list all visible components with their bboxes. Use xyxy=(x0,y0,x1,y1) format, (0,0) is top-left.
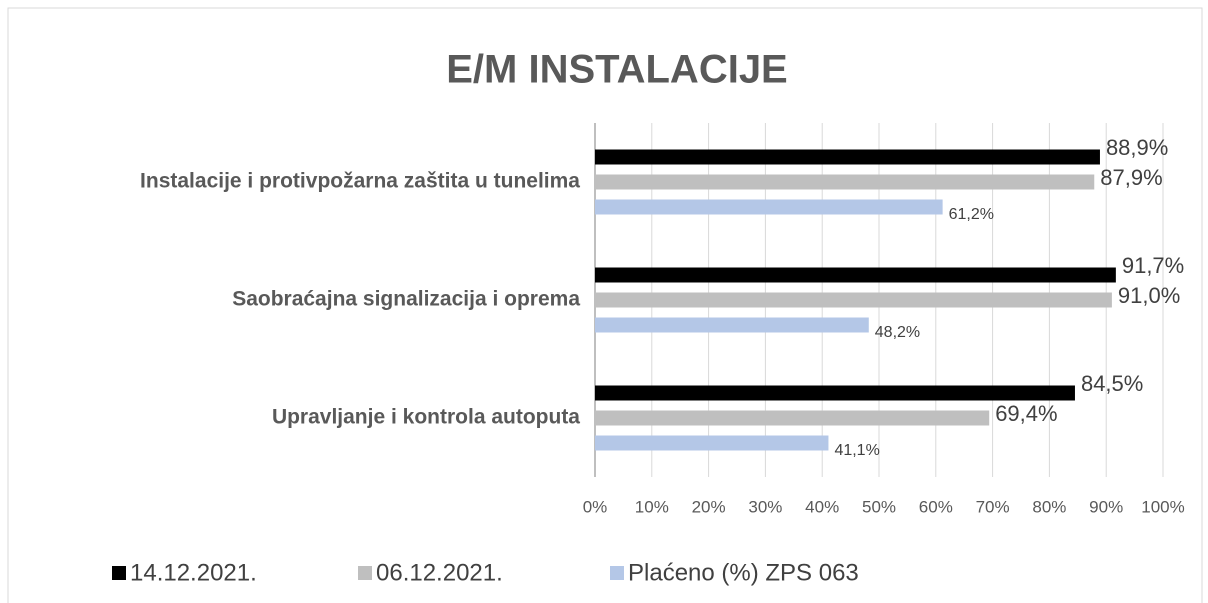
data-label: 61,2% xyxy=(949,206,994,223)
bar xyxy=(595,410,990,426)
bar xyxy=(595,435,829,451)
legend-label: 14.12.2021. xyxy=(130,559,257,586)
x-tick-label: 90% xyxy=(1089,497,1123,516)
x-tick-label: 70% xyxy=(976,497,1010,516)
category-label: Upravljanje i kontrola autoputa xyxy=(272,406,580,429)
bar xyxy=(595,385,1075,401)
x-tick-label: 30% xyxy=(748,497,782,516)
x-tick-label: 50% xyxy=(862,497,896,516)
legend-label: 06.12.2021. xyxy=(376,559,503,586)
bar xyxy=(595,149,1100,165)
data-label: 48,2% xyxy=(875,324,920,341)
data-label: 84,5% xyxy=(1081,371,1143,396)
data-label: 69,4% xyxy=(995,401,1057,426)
category-label: Instalacije i protivpožarna zaštita u tu… xyxy=(140,170,580,193)
x-tick-label: 0% xyxy=(583,497,608,516)
bar xyxy=(595,174,1095,190)
x-tick-label: 20% xyxy=(692,497,726,516)
data-label: 41,1% xyxy=(834,442,879,459)
bar xyxy=(595,317,869,333)
x-tick-label: 100% xyxy=(1141,497,1184,516)
chart-title: E/M INSTALACIJE xyxy=(446,48,788,92)
legend-label: Plaćeno (%) ZPS 063 xyxy=(628,559,859,586)
bar xyxy=(595,267,1116,283)
data-label: 88,9% xyxy=(1106,135,1168,160)
x-tick-label: 60% xyxy=(919,497,953,516)
x-tick-label: 80% xyxy=(1032,497,1066,516)
legend-swatch xyxy=(358,566,372,580)
bar xyxy=(595,199,943,215)
legend-swatch xyxy=(610,566,624,580)
x-tick-label: 10% xyxy=(635,497,669,516)
data-label: 91,7% xyxy=(1122,253,1184,278)
x-tick-label: 40% xyxy=(805,497,839,516)
bar xyxy=(595,292,1112,308)
legend-swatch xyxy=(112,566,126,580)
data-label: 91,0% xyxy=(1118,283,1180,308)
data-label: 87,9% xyxy=(1100,165,1162,190)
category-label: Saobraćajna signalizacija i oprema xyxy=(232,288,580,311)
